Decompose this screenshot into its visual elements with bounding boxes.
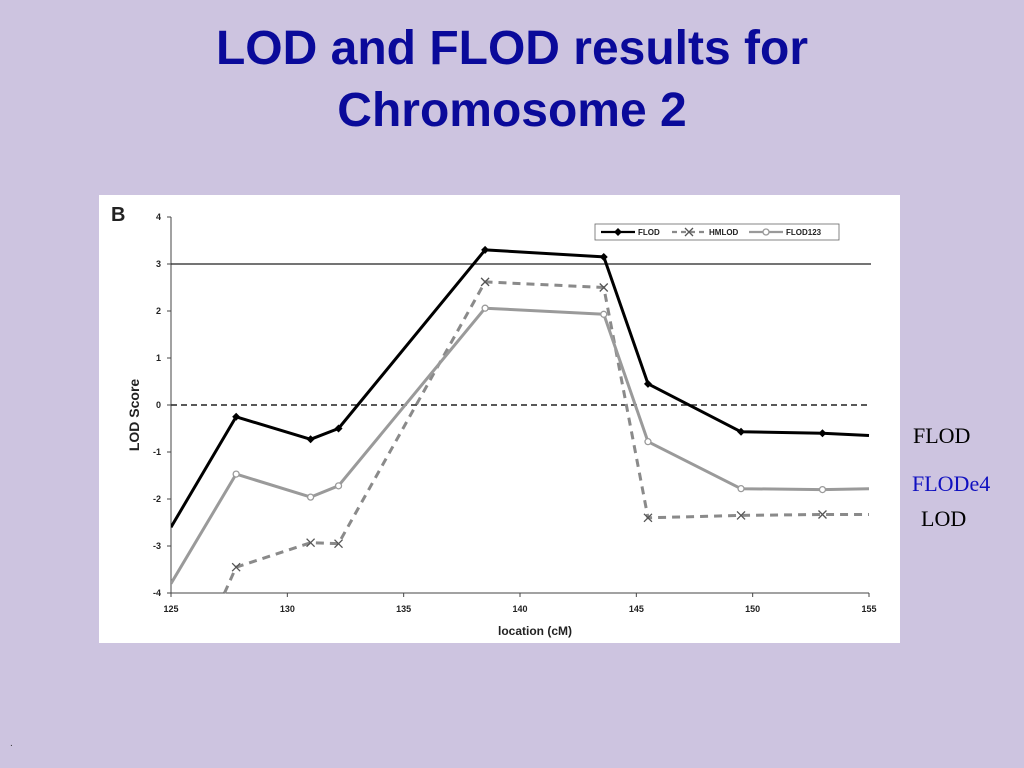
point-hmlod [306, 538, 316, 548]
point-flod [306, 435, 315, 444]
point-flod123 [644, 438, 652, 446]
point-hmlod [334, 539, 343, 549]
side-label-flode4: FLODe4 [912, 471, 991, 496]
slide-title: LOD and FLOD results for Chromosome 2 [0, 18, 1024, 142]
legend-label-flod: FLOD [638, 228, 660, 237]
side-label-flod: FLOD [913, 423, 971, 448]
y-tick-label: 2 [156, 306, 161, 316]
point-flod123 [481, 304, 489, 312]
x-tick-label: 155 [861, 604, 876, 614]
slide-title-line-1: LOD and FLOD results for [215, 22, 809, 75]
series-line-hmlod [223, 280, 869, 594]
point-hmlod [818, 510, 827, 519]
y-tick-label: 4 [156, 212, 161, 222]
point-flod [232, 412, 241, 421]
point-flod123 [737, 485, 745, 493]
y-tick-label: -4 [153, 588, 161, 598]
x-tick-label: 145 [629, 604, 644, 614]
point-hmlod [599, 283, 609, 292]
point-flod123 [600, 310, 608, 318]
panel-label: B [111, 204, 125, 226]
y-tick-label: -1 [153, 447, 161, 457]
legend-label-flod123: FLOD123 [786, 228, 822, 237]
legend-marker-flod123 [762, 228, 770, 236]
legend-box [594, 223, 840, 241]
point-hmlod [736, 510, 746, 520]
point-flod [599, 252, 608, 261]
point-flod123 [818, 485, 827, 494]
y-tick-label: -2 [153, 494, 161, 504]
y-tick-label: 1 [156, 353, 161, 363]
side-label-lod: LOD [921, 506, 967, 531]
point-flod [481, 245, 490, 254]
point-flod [818, 429, 827, 438]
x-tick-label: 140 [512, 604, 527, 614]
point-flod [643, 379, 652, 388]
slide-title-line-2: Chromosome 2 [337, 84, 687, 137]
y-tick-label: -3 [153, 541, 161, 551]
y-tick-label: 3 [156, 259, 161, 269]
x-tick-label: 130 [280, 604, 295, 614]
chart-figure: -4 -3 -2 -1 0 1 2 3 4 125 130 135 140 145 150 155 locati… [99, 195, 900, 643]
x-tick-label: 150 [745, 604, 760, 614]
legend-marker-hmlod [684, 227, 694, 237]
point-flod123 [232, 470, 240, 478]
point-flod123 [306, 493, 315, 501]
series-line-flod123 [171, 306, 870, 585]
point-hmlod [231, 562, 241, 572]
x-tick-label: 135 [396, 604, 411, 614]
legend-label-hmlod: HMLOD [709, 228, 739, 237]
y-tick-label: 0 [156, 400, 161, 410]
series-line-flod [171, 248, 870, 528]
point-flod [334, 424, 343, 433]
y-axis-label: LOD Score [126, 379, 142, 452]
lod-chart: -4 -3 -2 -1 0 1 2 3 4 125 130 135 140 145 150 155 locati… [111, 204, 877, 638]
point-flod123 [334, 482, 343, 490]
x-tick-label: 125 [163, 604, 178, 614]
x-axis-label: location (cM) [498, 624, 572, 638]
point-hmlod [643, 513, 653, 523]
point-flod [737, 427, 746, 436]
point-hmlod [480, 277, 490, 287]
legend-marker-flod [614, 228, 622, 236]
footer-dot: . [10, 738, 13, 749]
